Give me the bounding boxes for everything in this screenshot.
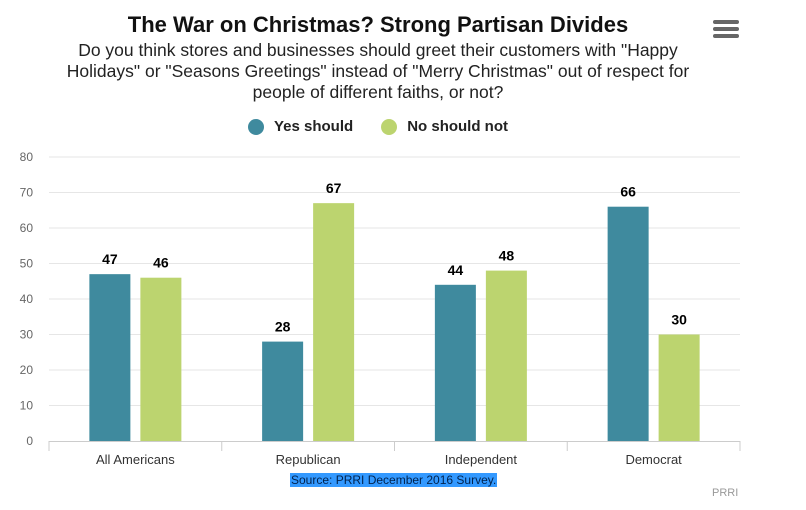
y-tick-label: 70 <box>20 186 34 200</box>
menu-line-bottom <box>713 34 739 38</box>
menu-line-top <box>713 20 739 24</box>
legend-marker-yes <box>247 118 264 135</box>
y-tick-label: 80 <box>20 150 34 164</box>
chart-subtitle: Do you think stores and businesses shoul… <box>66 40 690 102</box>
chart-title: The War on Christmas? Strong Partisan Di… <box>127 12 629 37</box>
bar-yes <box>607 206 649 441</box>
data-label: 30 <box>671 312 687 328</box>
data-label: 66 <box>620 184 636 200</box>
source-note: Source: PRRI December 2016 Survey. <box>290 473 498 487</box>
data-label: 46 <box>153 255 169 271</box>
bar-yes <box>262 341 304 441</box>
y-tick-label: 60 <box>20 221 34 235</box>
menu-line-middle <box>713 27 739 31</box>
chart-credits[interactable]: PRRI <box>712 487 739 499</box>
data-label: 48 <box>499 248 515 264</box>
data-label: 67 <box>326 180 342 196</box>
legend-item-no[interactable]: No should not <box>381 118 508 135</box>
bar-yes <box>89 274 131 441</box>
legend-label-yes: Yes should <box>273 118 354 135</box>
y-tick-label: 30 <box>20 328 34 342</box>
bar-yes <box>434 284 476 441</box>
hamburger-menu-icon[interactable] <box>713 20 739 42</box>
x-category-label: All Americans <box>96 452 175 467</box>
bar-no <box>658 334 700 441</box>
x-category-label: Democrat <box>625 452 682 467</box>
bar-no <box>313 203 355 441</box>
y-tick-label: 20 <box>20 363 34 377</box>
y-tick-label: 10 <box>20 399 34 413</box>
x-category-label: Republican <box>276 452 341 467</box>
x-category-label: Independent <box>445 452 518 467</box>
bar-no <box>140 277 182 441</box>
legend-item-yes[interactable]: Yes should <box>247 118 354 135</box>
bar-no <box>485 270 527 441</box>
chart-legend: Yes should No should not <box>0 118 756 135</box>
data-label: 28 <box>275 319 291 335</box>
legend-marker-no <box>381 118 398 135</box>
legend-label-no: No should not <box>407 118 508 135</box>
data-label: 44 <box>448 262 464 278</box>
data-label: 47 <box>102 251 118 267</box>
y-tick-label: 40 <box>20 292 34 306</box>
y-tick-label: 50 <box>20 257 34 271</box>
y-tick-label: 0 <box>26 434 33 448</box>
